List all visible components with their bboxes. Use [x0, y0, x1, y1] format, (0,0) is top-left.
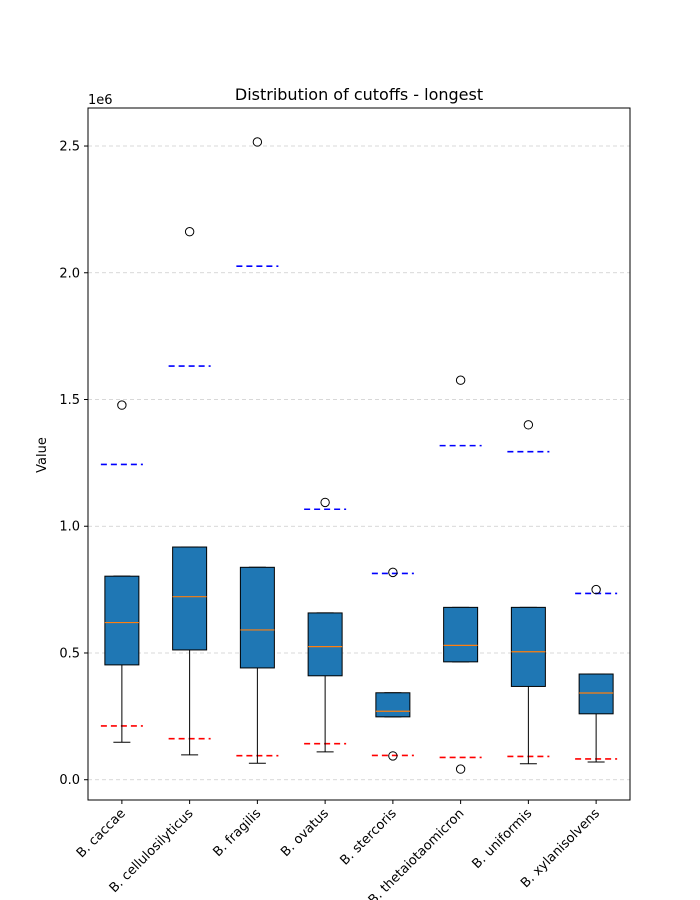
x-tick-label: B. stercoris — [338, 806, 400, 868]
grid-lines — [88, 145, 630, 781]
box-1 — [100, 400, 143, 743]
iqr-box — [239, 566, 275, 669]
box-8 — [575, 584, 618, 763]
y-scale-label: 1e6 — [88, 93, 113, 108]
boxes-layer — [100, 137, 618, 774]
outlier-point — [523, 420, 534, 430]
y-axis: 0.0 0.5 1.0 1.5 2.0 2.5 — [59, 140, 88, 788]
y-tick-label: 2.5 — [59, 140, 80, 155]
box-2 — [168, 226, 211, 756]
x-tick-label: B. uniformis — [469, 806, 535, 872]
y-axis-label: Value — [35, 437, 50, 473]
box-6 — [439, 375, 482, 774]
y-tick-label: 2.0 — [59, 266, 80, 281]
outlier-point — [184, 226, 195, 237]
outlier-point — [252, 137, 263, 147]
outlier-point — [388, 751, 398, 761]
x-tick-label: B. caccae — [74, 806, 129, 861]
box-5 — [371, 567, 414, 761]
outlier-point — [117, 400, 127, 410]
x-tick-label: B. ovatus — [278, 806, 332, 860]
outlier-point — [388, 567, 398, 578]
y-tick-label: 0.0 — [59, 773, 80, 788]
box-7 — [507, 420, 550, 765]
outlier-point — [320, 497, 330, 508]
iqr-box — [578, 673, 614, 715]
x-tick-label: B. fragilis — [211, 806, 265, 860]
outlier-point — [455, 375, 466, 385]
outlier-point — [591, 584, 601, 595]
box-4 — [304, 497, 347, 753]
iqr-box — [104, 575, 140, 666]
iqr-box — [307, 612, 343, 677]
plot-frame — [87, 107, 631, 801]
iqr-box — [510, 606, 546, 687]
y-tick-label: 1.5 — [59, 393, 80, 408]
outlier-point — [455, 764, 466, 774]
iqr-box — [172, 546, 208, 651]
chart-title: Distribution of cutoffs - longest — [235, 85, 483, 104]
iqr-box — [443, 606, 479, 663]
y-tick-label: 1.0 — [59, 520, 80, 535]
y-tick-label: 0.5 — [59, 646, 80, 661]
box-3 — [236, 137, 279, 764]
iqr-box — [375, 692, 411, 718]
